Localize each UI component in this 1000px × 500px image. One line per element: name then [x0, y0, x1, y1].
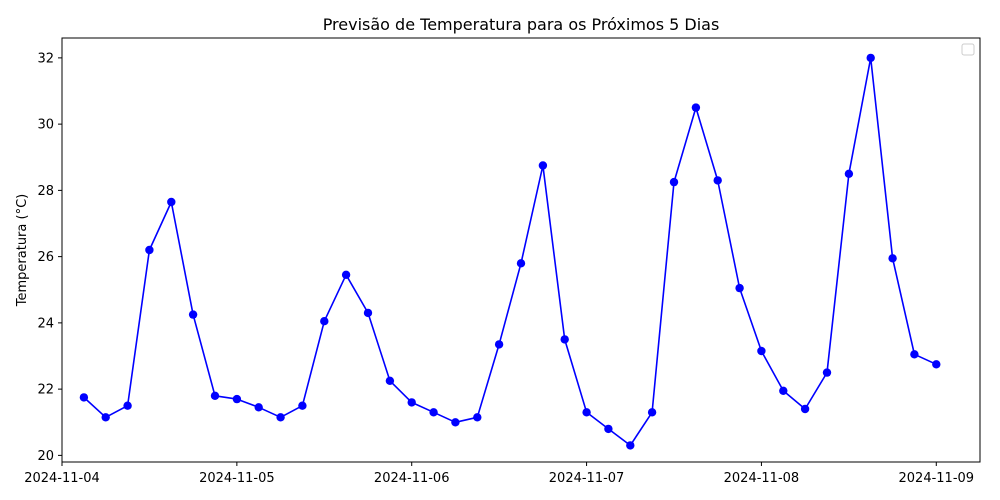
data-point: [451, 418, 460, 427]
data-point: [188, 310, 198, 319]
data-point: [254, 403, 263, 412]
y-tick-label: 22: [37, 383, 54, 398]
y-axis-title: Temperatura (°C): [15, 194, 30, 307]
x-tick-label: 2024-11-06: [374, 471, 450, 486]
data-point: [647, 408, 657, 417]
data-point: [604, 424, 613, 434]
data-point: [844, 169, 854, 178]
data-point: [626, 441, 635, 450]
data-point: [167, 197, 176, 207]
data-point: [145, 245, 154, 255]
data-point: [494, 340, 504, 349]
legend-box: [961, 43, 975, 56]
data-point: [232, 394, 242, 404]
data-point: [822, 368, 832, 377]
chart-title: Previsão de Temperatura para os Próximos…: [323, 15, 720, 34]
data-point: [538, 161, 548, 170]
data-point: [407, 398, 416, 407]
x-tick-label: 2024-11-07: [549, 471, 625, 486]
data-point: [800, 404, 810, 414]
data-point: [429, 408, 438, 417]
data-point: [473, 413, 482, 422]
data-point: [385, 376, 395, 385]
y-tick-label: 28: [37, 184, 54, 199]
data-point: [298, 401, 307, 410]
data-point: [713, 176, 722, 185]
data-point: [320, 317, 329, 326]
plot-area: 20 22 24 26 28 30 32 2024-11-04 2024-11-05 2024-1…: [24, 51, 974, 486]
series-line: [83, 57, 937, 447]
data-point: [582, 408, 591, 417]
data-point: [210, 391, 220, 400]
x-tick-label: 2024-11-09: [899, 471, 975, 486]
data-point: [691, 103, 701, 112]
data-point: [779, 386, 788, 395]
data-point: [101, 413, 110, 422]
data-point: [735, 283, 744, 293]
data-point: [932, 360, 941, 369]
x-tick-label: 2024-11-05: [199, 471, 275, 486]
data-point: [363, 308, 373, 318]
data-point: [560, 335, 569, 344]
x-tick-label: 2024-11-08: [724, 471, 800, 486]
data-point: [866, 53, 875, 63]
data-point: [341, 270, 351, 279]
y-tick-label: 30: [37, 118, 54, 133]
y-tick-label: 26: [37, 250, 54, 265]
y-tick-label: 24: [37, 316, 54, 331]
plot-frame: [61, 37, 981, 463]
y-tick-label: 32: [37, 51, 54, 66]
data-point: [79, 393, 89, 402]
data-point: [757, 346, 766, 356]
data-point: [123, 401, 132, 410]
x-tick-label: 2024-11-04: [24, 471, 100, 486]
data-point: [276, 413, 285, 422]
data-point: [888, 254, 897, 263]
data-point: [669, 177, 679, 187]
data-point: [516, 259, 526, 268]
data-point: [910, 350, 919, 359]
y-tick-label: 20: [37, 449, 54, 464]
